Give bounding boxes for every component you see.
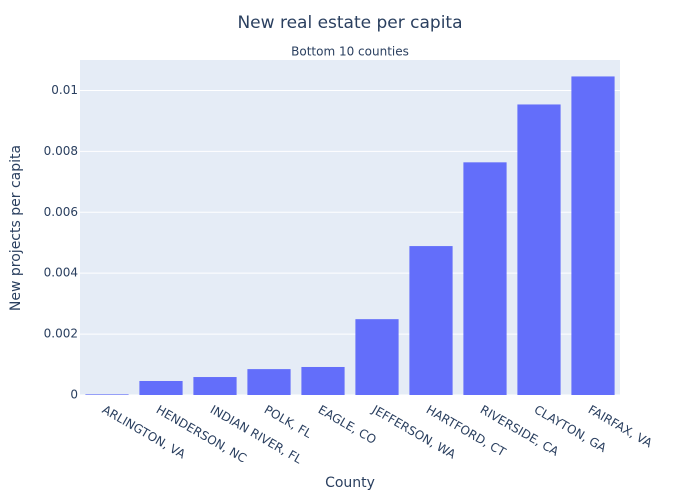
bar <box>409 246 453 395</box>
chart-title: New real estate per capita <box>237 13 462 33</box>
y-tick-label: 0.006 <box>44 205 78 219</box>
y-tick-label: 0.008 <box>44 144 78 158</box>
x-axis-title: County <box>325 475 375 491</box>
bar <box>571 76 615 395</box>
x-tick-label: INDIAN RIVER, FL <box>208 403 305 467</box>
y-axis-title: New projects per capita <box>8 145 24 311</box>
bar <box>355 319 399 395</box>
bar <box>247 369 291 395</box>
bar <box>193 377 237 395</box>
y-tick-label: 0.002 <box>44 327 78 341</box>
bar <box>139 380 183 395</box>
bar <box>85 394 129 395</box>
y-tick-label: 0.01 <box>51 83 78 97</box>
x-tick-label: HENDERSON, NC <box>154 403 249 466</box>
bar <box>301 366 345 395</box>
bar <box>463 162 507 395</box>
y-tick-label: 0 <box>70 388 78 402</box>
x-tick-label: EAGLE, CO <box>316 403 379 447</box>
chart-subtitle: Bottom 10 counties <box>291 45 409 59</box>
y-tick-label: 0.004 <box>44 266 78 280</box>
bar <box>517 104 561 396</box>
